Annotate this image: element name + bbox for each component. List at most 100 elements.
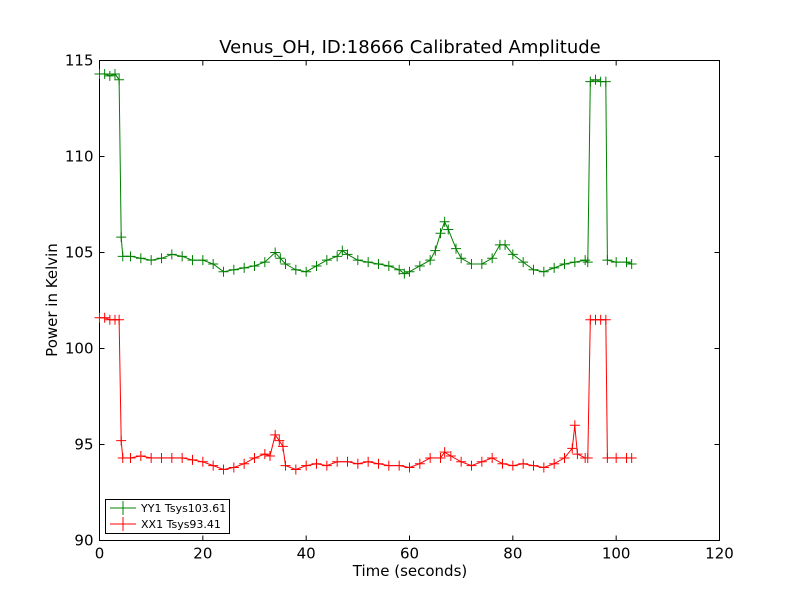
data-point bbox=[404, 462, 415, 473]
data-point bbox=[187, 255, 198, 266]
data-point bbox=[321, 460, 332, 471]
y-tick-label: 100 bbox=[65, 340, 94, 358]
data-point bbox=[383, 460, 394, 471]
data-point bbox=[363, 456, 374, 467]
y-tick-label: 110 bbox=[65, 148, 94, 166]
data-point bbox=[394, 460, 405, 471]
chart-title: Venus_OH, ID:18666 Calibrated Amplitude bbox=[219, 37, 601, 58]
data-point bbox=[600, 314, 611, 325]
data-point bbox=[116, 232, 127, 243]
data-point bbox=[311, 260, 322, 271]
data-point bbox=[270, 247, 281, 258]
data-point bbox=[332, 456, 343, 467]
data-point bbox=[487, 253, 498, 264]
y-axis-label: Power in Kelvin bbox=[43, 243, 61, 357]
legend-entry-xx1: XX1 Tsys93.41 bbox=[110, 517, 221, 531]
data-point bbox=[404, 266, 415, 277]
data-point bbox=[187, 454, 198, 465]
legend: YY1 Tsys103.61 XX1 Tsys93.41 bbox=[105, 499, 230, 534]
x-tick-label: 20 bbox=[193, 545, 212, 563]
series-layer bbox=[94, 68, 637, 475]
data-point bbox=[166, 452, 177, 463]
data-point bbox=[259, 257, 270, 268]
data-point bbox=[146, 255, 157, 266]
x-tick-label: 0 bbox=[95, 545, 105, 563]
data-point bbox=[99, 312, 110, 323]
data-point bbox=[156, 253, 167, 264]
data-point bbox=[600, 76, 611, 87]
data-point bbox=[116, 435, 127, 446]
data-point bbox=[507, 249, 518, 260]
data-point bbox=[239, 262, 250, 273]
data-point bbox=[265, 451, 275, 462]
data-point bbox=[621, 257, 632, 268]
data-point bbox=[394, 264, 405, 275]
data-point bbox=[569, 257, 580, 268]
data-point bbox=[559, 259, 570, 270]
data-point bbox=[177, 251, 188, 262]
data-point bbox=[585, 76, 596, 87]
data-point bbox=[197, 456, 208, 467]
data-point bbox=[466, 460, 477, 471]
data-point bbox=[290, 264, 301, 275]
data-point bbox=[352, 255, 363, 266]
data-point bbox=[363, 257, 374, 268]
data-point bbox=[443, 224, 454, 235]
data-point bbox=[549, 458, 560, 469]
data-point bbox=[582, 257, 593, 268]
data-point bbox=[274, 435, 285, 446]
data-point bbox=[228, 264, 239, 275]
data-point bbox=[602, 255, 613, 266]
data-point bbox=[373, 458, 384, 469]
data-point bbox=[611, 452, 622, 463]
data-point bbox=[228, 462, 239, 473]
data-point bbox=[114, 74, 125, 85]
x-axis: 0 20 40 60 80 100 120 bbox=[95, 60, 734, 563]
data-point bbox=[476, 456, 487, 467]
data-point bbox=[280, 460, 291, 471]
data-point bbox=[399, 268, 410, 279]
data-point bbox=[208, 460, 219, 471]
data-point bbox=[528, 460, 539, 471]
data-point bbox=[626, 259, 637, 270]
data-point bbox=[425, 255, 436, 266]
legend-marker-yy1 bbox=[116, 501, 130, 515]
y-tick-label: 90 bbox=[74, 532, 93, 550]
data-point bbox=[549, 262, 560, 273]
data-point bbox=[414, 260, 425, 271]
data-point bbox=[456, 456, 467, 467]
data-point bbox=[114, 314, 125, 325]
data-point bbox=[518, 458, 529, 469]
data-point bbox=[321, 255, 332, 266]
data-point bbox=[239, 458, 250, 469]
data-point bbox=[456, 253, 467, 264]
series-0 bbox=[94, 68, 637, 279]
data-point bbox=[135, 253, 146, 264]
data-point bbox=[332, 251, 343, 262]
y-tick-label: 95 bbox=[74, 436, 93, 454]
x-tick-label: 60 bbox=[400, 545, 419, 563]
data-point bbox=[110, 68, 120, 79]
data-point bbox=[518, 257, 529, 268]
data-point bbox=[435, 228, 446, 239]
data-point bbox=[249, 260, 260, 271]
data-point bbox=[430, 245, 441, 256]
data-point bbox=[125, 251, 136, 262]
data-point bbox=[146, 452, 157, 463]
data-point bbox=[249, 452, 260, 463]
data-point bbox=[280, 259, 291, 270]
data-point bbox=[611, 257, 622, 268]
data-point bbox=[500, 239, 511, 250]
x-tick-label: 100 bbox=[602, 545, 631, 563]
data-point bbox=[602, 452, 613, 463]
data-point bbox=[466, 259, 477, 270]
x-tick-label: 40 bbox=[297, 545, 316, 563]
data-point bbox=[497, 458, 508, 469]
data-point bbox=[156, 452, 167, 463]
data-point bbox=[125, 452, 136, 463]
legend-entry-yy1: YY1 Tsys103.61 bbox=[110, 501, 226, 515]
data-point bbox=[301, 460, 312, 471]
x-axis-label: Time (seconds) bbox=[352, 562, 468, 580]
data-point bbox=[582, 452, 593, 463]
